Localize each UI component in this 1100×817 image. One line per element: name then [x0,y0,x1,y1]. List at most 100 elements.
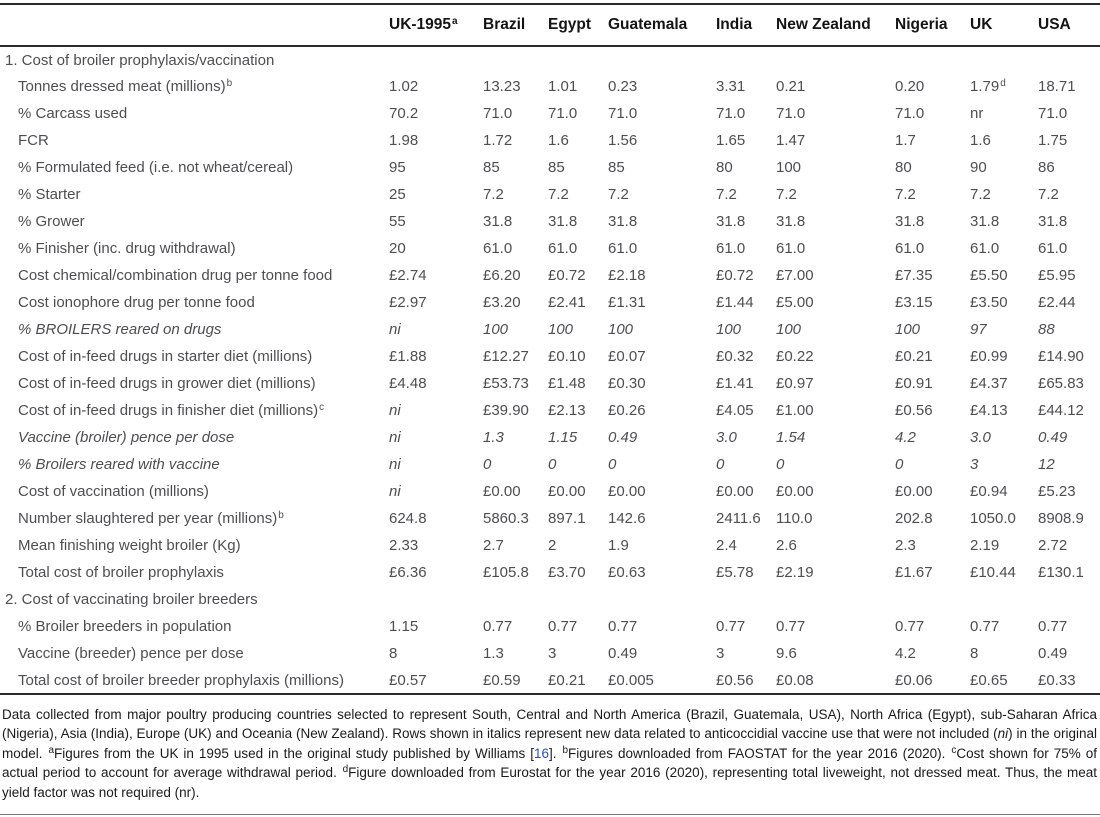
table-cell: 4.2 [895,645,916,662]
table-cell: 3 [548,645,557,662]
table-cell: 31.8 [548,213,578,230]
table-cell: 0 [776,456,785,473]
table-row: Cost ionophore drug per tonne food £2.97 £… [0,289,1100,316]
superscript-marker: b [278,510,284,521]
table-cell: ni [389,402,401,419]
section-header-row: 1. Cost of broiler prophylaxis/vaccinati… [0,46,1100,73]
table-cell: 71.0 [1038,105,1068,122]
table-cell: £2.18 [608,267,646,284]
table-cell: £0.33 [1038,671,1076,689]
table-cell: 71.0 [895,105,925,122]
table-cell: 12 [1038,456,1055,473]
table-cell: £0.08 [776,671,814,689]
bottom-rule [0,814,1100,815]
table-cell: 1.65 [716,132,746,149]
table-cell: 85 [483,159,500,176]
row-label: Cost of in-feed drugs in finisher diet (… [18,402,325,419]
table-row: % Starter 25 7.2 7.2 7.2 7.2 7.2 7.2 7.2 7.2 [0,181,1100,208]
table-cell: 31.8 [716,213,746,230]
table-cell: £7.00 [776,267,814,284]
table-row: Cost of in-feed drugs in grower diet (mi… [0,370,1100,397]
footnote-text: ]. [548,745,562,761]
table-cell: 80 [716,159,733,176]
table-cell: 7.2 [1038,186,1059,203]
table-cell: 31.8 [970,213,1000,230]
table-cell: 0.23 [608,78,638,95]
table-cell: 7.2 [483,186,504,203]
table-cell: 0 [608,456,617,473]
table-cell: £0.00 [716,483,754,500]
table-cell: 1.02 [389,78,419,95]
table-cell: £0.22 [776,348,814,365]
table-cell: 0.77 [608,618,638,635]
table-cell: £4.05 [716,402,754,419]
table-cell: £44.12 [1038,402,1084,419]
table-cell: £0.10 [548,348,586,365]
table-cell: £0.30 [608,375,646,392]
table-cell: 9.6 [776,645,797,662]
table-cell: 0.77 [716,618,746,635]
table-cell: 0.49 [1038,645,1068,662]
row-label: FCR [18,132,49,149]
table-footnote: Data collected from major poultry produc… [0,705,1100,802]
table-cell: 3.0 [970,429,991,446]
table-cell: 100 [608,321,634,338]
table-row: Number slaughtered per year (millions)b 6… [0,505,1100,532]
table-cell: 61.0 [483,240,513,257]
row-label: % Broilers reared with vaccine [18,456,220,473]
table-cell: £6.36 [389,564,427,581]
table-cell: 0.49 [608,645,638,662]
table-cell: 0 [548,456,557,473]
table-cell: £0.00 [483,483,521,500]
table-row: FCR 1.98 1.72 1.6 1.56 1.65 1.47 1.7 1.6 1.75 [0,127,1100,154]
superscript-marker: d [1000,78,1006,89]
table-row: Mean finishing weight broiler (Kg) 2.33 2.… [0,532,1100,559]
table-cell: £1.00 [776,402,814,419]
column-header: UK-1995a [389,16,458,33]
column-header: Brazil [483,16,526,33]
table-cell: 110.0 [776,510,813,527]
table-cell: 100 [776,159,802,176]
row-label: Vaccine (breeder) pence per dose [18,645,244,662]
column-header: Egypt [548,16,592,33]
table-cell: 0.77 [970,618,1000,635]
table-cell: 0.20 [895,78,925,95]
footnote-text: Figures downloaded from FAOSTAT for the … [568,745,951,761]
table-cell: 31.8 [1038,213,1068,230]
citation-link[interactable]: 16 [533,745,549,761]
table-cell: £0.91 [895,375,933,392]
row-label-column-header [0,4,381,46]
table-cell: 1.3 [483,429,504,446]
table-cell: £4.48 [389,375,427,392]
table-row: Vaccine (broiler) pence per dose ni 1.3 1.1… [0,424,1100,451]
table-cell: £0.59 [483,671,521,689]
table-cell: £2.19 [776,564,814,581]
table-cell: 61.0 [1038,240,1068,257]
footnote-text: ) in the original model. [2,726,1097,761]
table-cell: 2 [548,537,557,554]
table-cell: 1.6 [548,132,569,149]
table-cell: 71.0 [716,105,746,122]
table-cell: 100 [483,321,509,338]
row-label: Total cost of broiler breeder prophylaxi… [18,671,344,689]
table-cell: 1.3 [483,645,504,662]
table-cell: 2.33 [389,537,419,554]
table-cell: 20 [389,240,406,257]
row-label: Tonnes dressed meat (millions)b [18,78,233,95]
table-cell: £0.00 [608,483,646,500]
table-cell: £0.56 [895,402,933,419]
table-cell: 100 [895,321,921,338]
column-header: USA [1038,16,1071,33]
table-cell: £0.63 [608,564,646,581]
table-cell: 1.98 [389,132,419,149]
table-cell: 3.0 [716,429,737,446]
table-cell: 31.8 [776,213,806,230]
table-cell: £12.27 [483,348,529,365]
table-cell: £10.44 [970,564,1016,581]
table-cell: £4.13 [970,402,1008,419]
table-cell: 0.49 [1038,429,1068,446]
table-cell: 25 [389,186,406,203]
section-header-row: 2. Cost of vaccinating broiler breeders [0,586,1100,613]
footnote-text: Figure downloaded from Eurostat for the … [2,765,1097,800]
table-cell: £39.90 [483,402,529,419]
